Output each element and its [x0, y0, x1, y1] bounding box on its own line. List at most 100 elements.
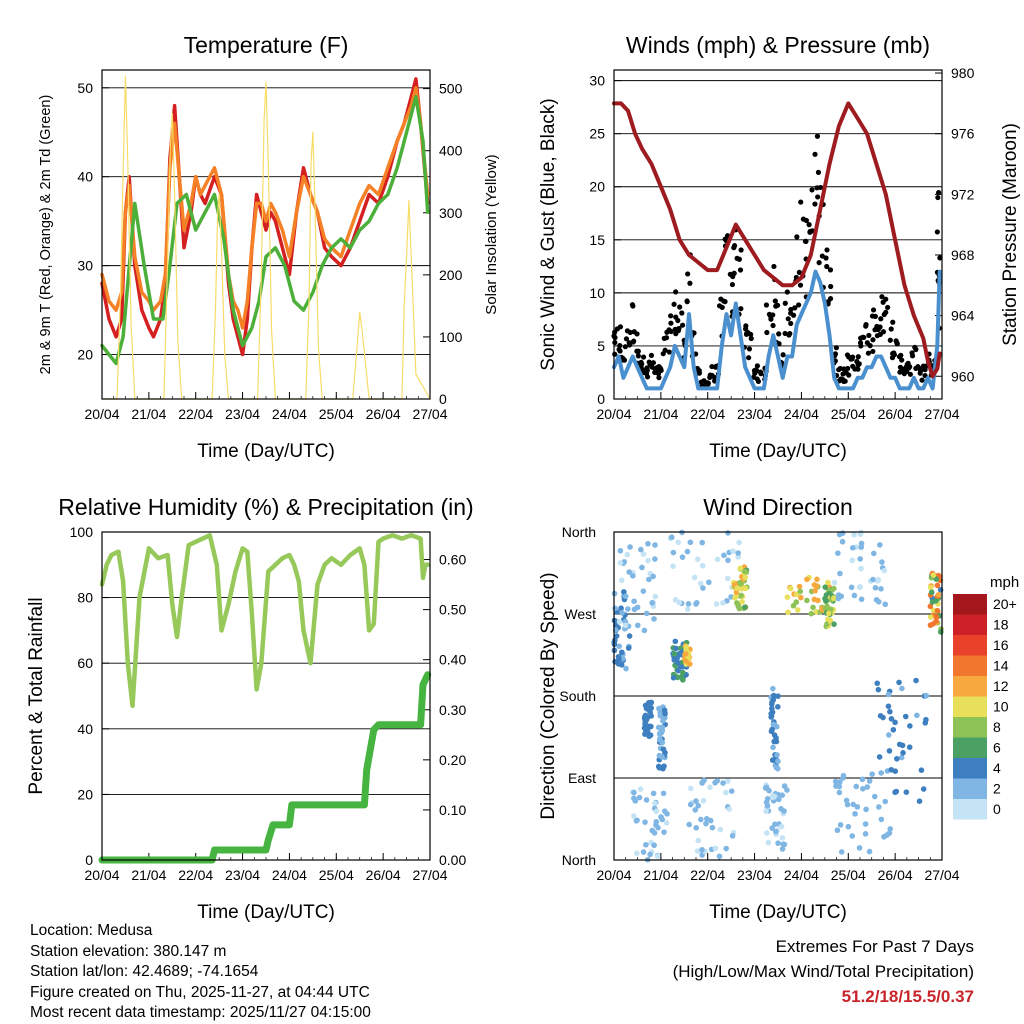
direction-point: [870, 576, 876, 583]
y-tick-label: 0: [597, 391, 605, 407]
direction-point: [631, 795, 637, 802]
gust-point: [881, 311, 887, 318]
gust-point: [612, 339, 618, 346]
gust-point: [803, 238, 809, 245]
direction-point: [927, 584, 934, 591]
x-tick-label: 27/04: [924, 406, 959, 422]
direction-point: [660, 717, 666, 724]
direction-point: [627, 544, 633, 550]
gust-point: [675, 328, 682, 334]
legend-label: 10: [993, 699, 1009, 715]
direction-point: [651, 842, 657, 849]
direction-point: [694, 848, 701, 854]
series-line-total-precipitation: [98, 671, 432, 864]
extremes-title: Extremes For Past 7 Days: [775, 937, 974, 956]
y-tick-label: 5: [597, 338, 605, 354]
chart-title: Relative Humidity (%) & Precipitation (i…: [58, 494, 473, 520]
y-tick-label: West: [564, 606, 596, 622]
y-tick-label: 20: [77, 347, 93, 363]
gust-point: [856, 361, 862, 367]
direction-point: [866, 848, 873, 855]
direction-point: [857, 556, 863, 562]
direction-point: [876, 754, 883, 760]
y-axis-label: Percent & Total Rainfall: [26, 597, 47, 794]
series-line-2m-t: [100, 77, 430, 357]
direction-point: [633, 850, 640, 857]
gust-point: [888, 326, 894, 332]
direction-point: [887, 826, 894, 832]
direction-point: [648, 699, 654, 706]
direction-point: [642, 819, 648, 825]
direction-point: [707, 784, 713, 791]
direction-point: [683, 651, 689, 657]
direction-point: [810, 604, 816, 611]
direction-point: [796, 583, 803, 590]
gust-point: [772, 298, 778, 304]
direction-point: [878, 770, 884, 776]
direction-point: [848, 584, 855, 591]
y2-tick-label: 0.60: [439, 552, 466, 568]
direction-point: [729, 833, 736, 839]
y2-tick-label: 0.20: [439, 752, 466, 768]
x-tick-label: 21/04: [643, 406, 678, 422]
direction-point: [695, 802, 702, 809]
direction-point: [616, 643, 622, 650]
direction-point: [779, 792, 786, 798]
direction-point: [831, 621, 837, 627]
x-axis-label: Time (Day/UTC): [709, 902, 847, 923]
gust-point: [899, 357, 905, 363]
direction-point: [837, 779, 843, 785]
direction-point: [836, 789, 843, 796]
direction-point: [774, 765, 781, 772]
direction-point: [625, 645, 632, 651]
gust-point: [623, 336, 630, 342]
direction-point: [648, 723, 654, 730]
direction-point: [774, 752, 780, 758]
y2-tick-label: 964: [951, 308, 975, 324]
direction-point: [886, 748, 893, 754]
direction-point: [645, 557, 651, 564]
direction-point: [849, 557, 856, 564]
y-tick-label: 80: [77, 590, 93, 606]
direction-point: [699, 847, 705, 853]
gust-point: [722, 236, 728, 242]
direction-point: [784, 594, 791, 600]
gust-point: [731, 270, 737, 276]
direction-point: [613, 633, 620, 639]
gust-point: [919, 377, 925, 383]
direction-point: [634, 604, 641, 611]
gust-point: [870, 348, 876, 355]
gust-point: [639, 361, 645, 367]
direction-point: [835, 595, 842, 602]
gust-point: [617, 324, 624, 330]
direction-point: [643, 841, 649, 848]
direction-point: [734, 600, 740, 606]
series-line-relative-humidity: [99, 533, 430, 709]
x-tick-label: 26/04: [366, 867, 401, 883]
direction-point: [674, 659, 681, 666]
plot-frame: [101, 69, 431, 400]
gust-point: [677, 304, 683, 310]
gust-point: [858, 335, 864, 341]
direction-point: [742, 574, 749, 581]
direction-point: [700, 797, 707, 804]
gust-point: [814, 133, 821, 139]
gust-point: [758, 369, 764, 375]
direction-point: [771, 738, 777, 745]
gust-point: [782, 330, 788, 337]
y-tick-label: 100: [70, 524, 94, 540]
x-axis-label: Time (Day/UTC): [197, 902, 335, 923]
direction-point: [862, 831, 869, 837]
extremes-summary: Extremes For Past 7 Days (High/Low/Max W…: [673, 934, 974, 1009]
direction-point: [616, 618, 623, 625]
series-line-station-pressure: [612, 101, 942, 379]
gust-point: [620, 355, 626, 362]
direction-point: [927, 603, 934, 610]
direction-point: [776, 796, 782, 803]
y2-tick-label: 400: [439, 143, 463, 159]
gust-point: [666, 349, 672, 355]
direction-point: [832, 778, 839, 785]
direction-point: [935, 591, 942, 598]
direction-point: [896, 741, 903, 748]
direction-point: [698, 816, 704, 823]
